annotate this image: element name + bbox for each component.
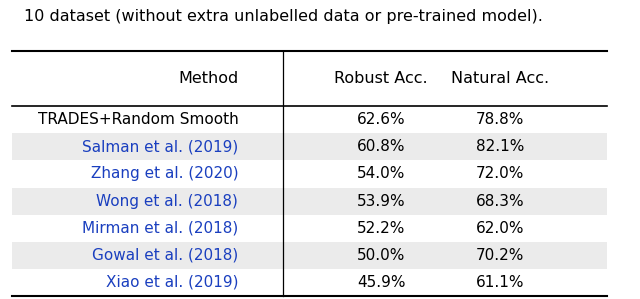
Text: TRADES+Random Smooth: TRADES+Random Smooth xyxy=(38,112,238,127)
Text: Gowal et al. (2018): Gowal et al. (2018) xyxy=(92,248,238,263)
Text: 82.1%: 82.1% xyxy=(476,139,524,154)
Text: 54.0%: 54.0% xyxy=(357,167,405,181)
Text: 62.0%: 62.0% xyxy=(476,221,524,236)
Text: 72.0%: 72.0% xyxy=(476,167,524,181)
Text: Xiao et al. (2019): Xiao et al. (2019) xyxy=(106,275,238,290)
Text: Method: Method xyxy=(178,71,238,86)
Text: 10 dataset (without extra unlabelled data or pre-trained model).: 10 dataset (without extra unlabelled dat… xyxy=(24,9,543,24)
Text: Salman et al. (2019): Salman et al. (2019) xyxy=(82,139,238,154)
Text: 53.9%: 53.9% xyxy=(357,193,406,209)
Bar xyxy=(12,187,607,215)
Text: 50.0%: 50.0% xyxy=(357,248,405,263)
Text: 78.8%: 78.8% xyxy=(476,112,524,127)
Text: 52.2%: 52.2% xyxy=(357,221,405,236)
Text: 70.2%: 70.2% xyxy=(476,248,524,263)
Text: Mirman et al. (2018): Mirman et al. (2018) xyxy=(82,221,238,236)
Bar xyxy=(12,242,607,269)
Text: Robust Acc.: Robust Acc. xyxy=(334,71,428,86)
Text: 45.9%: 45.9% xyxy=(357,275,405,290)
Text: 68.3%: 68.3% xyxy=(476,193,524,209)
Text: 62.6%: 62.6% xyxy=(357,112,406,127)
Text: Wong et al. (2018): Wong et al. (2018) xyxy=(97,193,238,209)
Bar xyxy=(12,133,607,160)
Text: 60.8%: 60.8% xyxy=(357,139,405,154)
Text: 61.1%: 61.1% xyxy=(476,275,524,290)
Text: Zhang et al. (2020): Zhang et al. (2020) xyxy=(91,167,238,181)
Text: Natural Acc.: Natural Acc. xyxy=(451,71,549,86)
